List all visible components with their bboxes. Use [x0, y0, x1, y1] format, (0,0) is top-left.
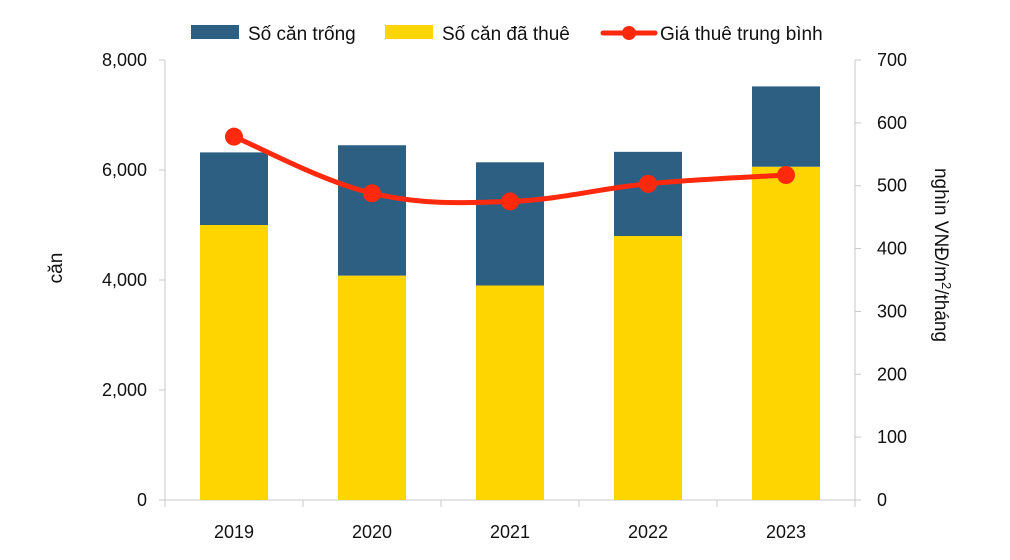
left-tick-label: 6,000	[102, 160, 147, 180]
right-tick-label: 0	[877, 490, 887, 510]
x-tick-label: 2023	[766, 522, 806, 542]
legend-item-rent: Giá thuê trung bình	[600, 24, 823, 45]
x-tick-label: 2020	[352, 522, 392, 542]
bar-occupied	[476, 285, 544, 500]
right-tick-label: 500	[877, 176, 907, 196]
bar-occupied	[200, 225, 268, 500]
bar-vacant	[200, 152, 268, 225]
x-tick-label: 2019	[214, 522, 254, 542]
left-tick-label: 8,000	[102, 50, 147, 70]
right-tick-label: 700	[877, 50, 907, 70]
legend-label-vacant: Số căn trống	[248, 24, 356, 45]
right-axis-title-superscript: 2	[939, 282, 954, 289]
rent-point	[363, 184, 381, 203]
left-tick-label: 2,000	[102, 380, 147, 400]
right-axis-title: nghìn VNĐ/m2/tháng	[930, 168, 954, 342]
line-group	[225, 127, 795, 211]
right-axis-title-prefix: nghìn VNĐ/m	[930, 168, 951, 282]
bar-vacant	[476, 162, 544, 286]
legend-label-rent: Giá thuê trung bình	[660, 24, 823, 45]
left-tick-label: 0	[137, 490, 147, 510]
right-tick-label: 400	[877, 239, 907, 259]
rent-point	[501, 192, 519, 211]
right-tick-label: 100	[877, 427, 907, 447]
bars-group	[200, 86, 820, 500]
bar-occupied	[752, 166, 820, 500]
bar-vacant	[338, 145, 406, 276]
x-tick-labels: 2019 2020 2021 2022 2023	[164, 500, 856, 542]
legend-swatch-vacant	[191, 25, 239, 39]
left-tick-label: 4,000	[102, 270, 147, 290]
bar-occupied	[338, 275, 406, 500]
left-axis-title: căn	[46, 253, 67, 284]
rent-point	[639, 174, 657, 193]
left-tick-labels: 0 2,000 4,000 6,000 8,000	[102, 50, 165, 510]
right-tick-label: 600	[877, 113, 907, 133]
rent-point	[225, 127, 243, 146]
bar-occupied	[614, 236, 682, 500]
legend-item-vacant: Số căn trống	[191, 24, 356, 45]
legend-marker-rent	[622, 26, 636, 40]
right-tick-labels: 0 100 200 300 400 500 600 700	[855, 50, 907, 510]
legend: Số căn trống Số căn đã thuê Giá thuê tru…	[191, 24, 823, 45]
right-tick-label: 300	[877, 301, 907, 321]
rent-point	[777, 166, 795, 185]
legend-swatch-occupied	[385, 25, 433, 39]
right-axis-title-suffix: /tháng	[930, 289, 951, 342]
legend-item-occupied: Số căn đã thuê	[385, 24, 570, 45]
bar-vacant	[614, 151, 682, 236]
bar-vacant	[752, 86, 820, 167]
x-tick-label: 2022	[628, 522, 668, 542]
legend-label-occupied: Số căn đã thuê	[442, 24, 570, 45]
right-tick-label: 200	[877, 364, 907, 384]
x-tick-label: 2021	[490, 522, 530, 542]
